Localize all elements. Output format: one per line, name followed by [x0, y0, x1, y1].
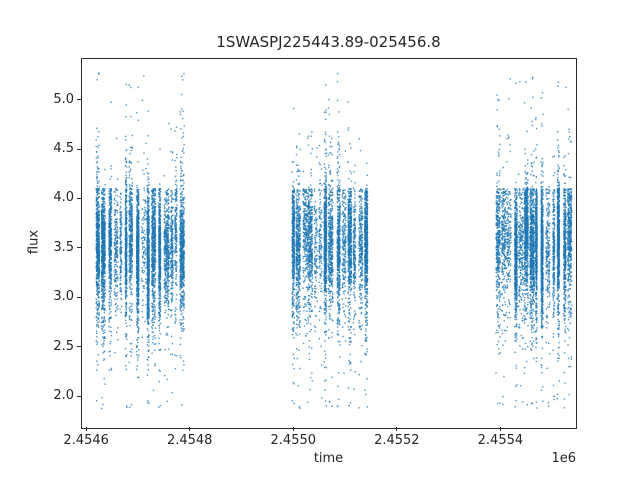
x-tick-mark	[85, 427, 87, 431]
y-axis-label: flux	[26, 229, 42, 255]
x-tick-label: 2.4548	[166, 433, 213, 448]
x-tick-label: 2.4552	[374, 433, 420, 448]
y-tick-mark	[77, 395, 81, 397]
x-axis-label: time	[313, 451, 344, 466]
y-tick-label: 4.0	[53, 190, 74, 206]
axes-box	[81, 58, 577, 429]
scatter-canvas	[81, 58, 576, 427]
y-tick-mark	[77, 99, 81, 101]
y-tick-label: 2.0	[53, 388, 74, 404]
y-tick-mark	[77, 296, 81, 298]
x-tick-mark	[396, 427, 398, 431]
x-tick-label: 2.4546	[63, 433, 109, 448]
plot-title: 1SWASPJ225443.89-025456.8	[216, 33, 441, 51]
y-tick-label: 5.0	[53, 91, 74, 107]
x-tick-mark	[292, 427, 294, 431]
x-axis-offset-label: 1e6	[551, 451, 576, 466]
y-tick-label: 3.0	[53, 289, 74, 305]
y-tick-label: 4.5	[53, 141, 74, 156]
y-tick-mark	[77, 346, 81, 348]
x-tick-label: 2.4550	[270, 433, 317, 448]
y-tick-mark	[77, 247, 81, 249]
y-tick-mark	[77, 148, 81, 150]
x-tick-mark	[499, 427, 501, 431]
y-tick-label: 2.5	[53, 338, 74, 354]
y-tick-mark	[77, 197, 81, 199]
x-tick-label: 2.4554	[477, 433, 524, 448]
y-tick-label: 3.5	[53, 239, 74, 255]
x-tick-mark	[189, 427, 191, 431]
